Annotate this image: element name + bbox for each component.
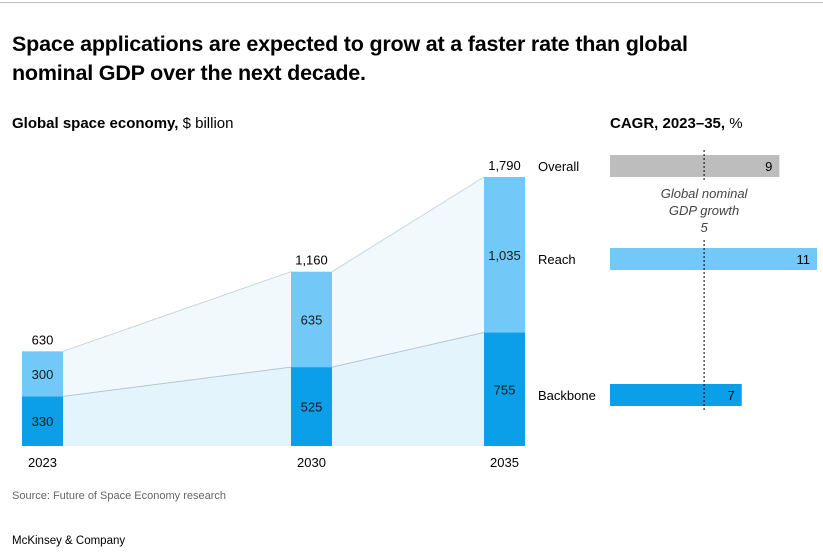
reach-area-2023-2030: [63, 271, 291, 397]
top-rule: [0, 2, 823, 3]
reach-area-2030-2035: [332, 177, 484, 368]
label-total-2023: 630: [32, 332, 54, 347]
x-tick-2035: 2035: [490, 455, 519, 470]
bar-reach-2023: [22, 351, 63, 397]
left-subtitle: Global space economy, $ billion: [12, 115, 234, 132]
chart-title: Space applications are expected to grow …: [12, 32, 688, 85]
right-subtitle-bold: CAGR, 2023–35,: [610, 115, 726, 132]
cagr-category-reach: Reach: [538, 252, 576, 267]
label-total-2035: 1,790: [488, 158, 521, 173]
bar-backbone-2030: [291, 367, 332, 446]
cagr-category-overall: Overall: [538, 159, 579, 174]
gdp-reference-label-line1: Global nominal: [661, 186, 749, 201]
total-connector-1: [62, 271, 292, 352]
total-connector-2: [331, 176, 485, 273]
backbone-connector-2: [331, 332, 485, 368]
gdp-reference-value: 5: [700, 220, 708, 235]
cagr-value-reach: 11: [797, 252, 811, 267]
left-subtitle-bold: Global space economy,: [12, 115, 179, 132]
right-subtitle: CAGR, 2023–35, %: [610, 115, 743, 132]
brand-label: McKinsey & Company: [12, 535, 126, 547]
label-reach-2030: 635: [301, 312, 323, 327]
cagr-value-backbone: 7: [727, 388, 734, 403]
label-backbone-2023: 330: [32, 414, 54, 429]
bar-backbone-2023: [22, 396, 63, 446]
label-backbone-2035: 755: [494, 382, 516, 397]
bar-backbone-2035: [484, 332, 525, 446]
label-total-2030: 1,160: [295, 253, 328, 268]
cagr-bar-backbone: [610, 384, 742, 406]
right-subtitle-unit: %: [729, 115, 743, 132]
bar-reach-2030: [291, 271, 332, 368]
backbone-connector-1: [62, 366, 292, 397]
left-subtitle-unit: $ billion: [182, 115, 234, 132]
label-reach-2023: 300: [32, 367, 54, 382]
source-note: Source: Future of Space Economy research: [12, 490, 226, 502]
cagr-value-overall: 9: [765, 159, 772, 174]
backbone-area-2023-2030: [63, 367, 291, 446]
cagr-bar-overall: [610, 155, 780, 177]
cagr-bar-reach: [610, 248, 817, 270]
gdp-reference-label-line2: GDP growth: [669, 203, 739, 218]
x-tick-2030: 2030: [297, 455, 326, 470]
x-tick-2023: 2023: [28, 455, 57, 470]
label-backbone-2030: 525: [301, 400, 323, 415]
label-reach-2035: 1,035: [488, 248, 521, 263]
cagr-category-backbone: Backbone: [538, 388, 596, 403]
bar-reach-2035: [484, 177, 525, 333]
backbone-area-2030-2035: [332, 332, 484, 446]
